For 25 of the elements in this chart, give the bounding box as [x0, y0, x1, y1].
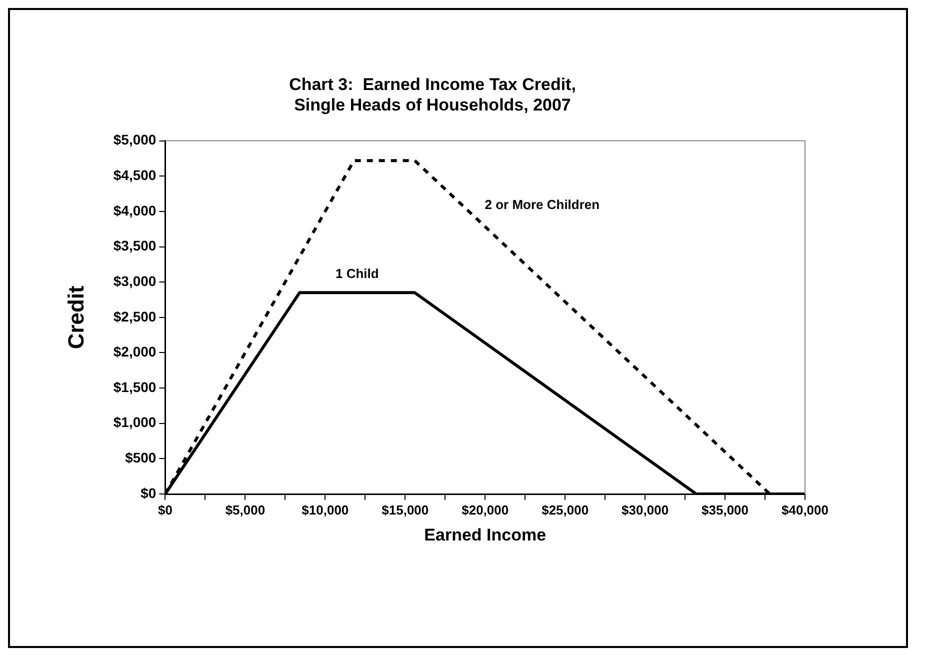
y-tick-label: $3,000	[113, 272, 156, 289]
y-tick-label: $2,000	[113, 344, 156, 360]
x-tick-label: $35,000	[702, 502, 749, 518]
y-tick-label: $3,500	[113, 238, 156, 254]
x-tick-label: $20,000	[462, 502, 509, 518]
x-tick-label: $0	[158, 502, 172, 518]
series-label: 2 or More Children	[484, 197, 600, 212]
y-tick-label: $500	[125, 450, 156, 466]
x-tick-label: $15,000	[382, 502, 429, 518]
x-tick-label: $30,000	[622, 502, 669, 518]
y-tick-label: $4,500	[113, 166, 156, 183]
y-tick-label: $4,000	[113, 202, 156, 218]
x-axis-title: Earned Income	[424, 525, 546, 544]
y-axis-title: Credit	[63, 284, 88, 350]
x-tick-label: $5,000	[225, 502, 266, 518]
y-tick-label: $2,500	[113, 308, 156, 324]
x-tick-label: $40,000	[782, 502, 828, 518]
chart-title: Chart 3: Earned Income Tax Credit, Single Heads of Households, 2007	[289, 74, 576, 114]
y-tick-label: $1,500	[113, 378, 156, 395]
x-tick-label: $10,000	[302, 502, 349, 518]
y-tick-label: $5,000	[113, 132, 156, 148]
y-tick-label: $1,000	[113, 414, 156, 430]
x-tick-label: $25,000	[542, 502, 589, 518]
y-tick-label: $0	[140, 484, 156, 501]
series-label: 1 Child	[335, 266, 379, 281]
